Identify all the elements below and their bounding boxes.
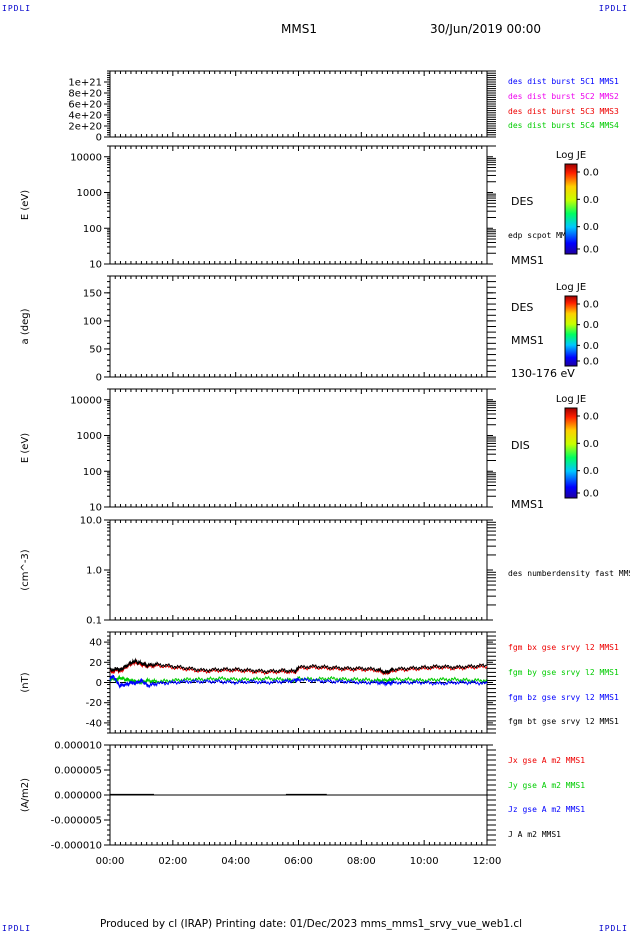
y-tick-label-p7: -0.000005 <box>51 816 102 827</box>
y-tick-label-p6: 20 <box>89 658 102 669</box>
corner-label-top-right: IPDLI <box>598 4 628 13</box>
y-axis-title-p2: E (eV) <box>20 190 31 220</box>
colorbar-title-p4: Log JE <box>556 394 586 405</box>
right-label-p7: Jz gse A m2 MMS1 <box>508 805 585 814</box>
y-tick-label-p1: 8e+20 <box>68 89 102 100</box>
colorbar-p3 <box>564 295 578 367</box>
x-tick-label: 12:00 <box>473 856 502 867</box>
series-line-fgm-by-gse-srvy-l2-MMS1 <box>109 674 488 685</box>
colorbar-tick-label-p4: 0.0 <box>583 439 599 450</box>
panel-frame-p4 <box>109 388 488 508</box>
colorbar-tick-label-p3: 0.0 <box>583 300 599 311</box>
colorbar-title-p3: Log JE <box>556 282 586 293</box>
x-tick-label: 02:00 <box>158 856 187 867</box>
right-label-p2: MMS1 <box>511 254 544 267</box>
colorbar-tick-label-p3: 0.0 <box>583 357 599 368</box>
series-line-fgm-bt-gse-srvy-l2-MMS1 <box>109 657 488 675</box>
y-tick-label-p1: 1e+21 <box>68 78 102 89</box>
y-tick-label-p2: 10 <box>89 260 102 271</box>
y-tick-label-p2: 100 <box>83 224 102 235</box>
corner-label-bottom-left: IPDLI <box>2 924 32 933</box>
y-tick-label-p1: 6e+20 <box>68 100 102 111</box>
x-tick-label: 06:00 <box>284 856 313 867</box>
right-label-p1: des dist burst 5C4 MMS4 <box>508 121 619 130</box>
colorbar-tick-label-p2: 0.0 <box>583 195 599 206</box>
colorbar-tick-label-p4: 0.0 <box>583 489 599 500</box>
y-axis-title-p7: (A/m2) <box>20 778 31 812</box>
y-tick-label-p6: -20 <box>86 698 102 709</box>
y-tick-label-p4: 1000 <box>77 431 102 442</box>
y-tick-label-p1: 4e+20 <box>68 111 102 122</box>
right-label-p6: fgm by gse srvy l2 MMS1 <box>508 668 619 677</box>
y-tick-label-p6: 0 <box>96 678 102 689</box>
panel-frame-p2 <box>109 145 488 265</box>
right-label-p2: edp scpot MMS1 <box>508 231 576 240</box>
colorbar-tick-label-p2: 0.0 <box>583 222 599 233</box>
y-tick-label-p5: 0.1 <box>86 616 102 627</box>
y-tick-label-p6: -40 <box>86 718 102 729</box>
y-axis-title-p4: E (eV) <box>20 433 31 463</box>
right-label-p7: J A m2 MMS1 <box>508 830 561 839</box>
y-tick-label-p6: 40 <box>89 638 102 649</box>
right-label-p1: des dist burst 5C1 MMS1 <box>508 77 619 86</box>
spacecraft-title: MMS1 <box>281 22 317 36</box>
y-tick-label-p2: 10000 <box>70 152 102 163</box>
x-tick-label: 00:00 <box>96 856 125 867</box>
y-tick-label-p1: 2e+20 <box>68 122 102 133</box>
right-label-p4: DIS <box>511 439 530 452</box>
right-label-p6: fgm bz gse srvy l2 MMS1 <box>508 693 619 702</box>
footer-credit: Produced by cl (IRAP) Printing date: 01/… <box>100 918 523 930</box>
x-tick-label: 10:00 <box>410 856 439 867</box>
y-tick-label-p4: 10 <box>89 503 102 514</box>
right-label-p7: Jx gse A m2 MMS1 <box>508 756 585 765</box>
datetime-title: 30/Jun/2019 00:00 <box>430 22 542 36</box>
y-tick-label-p5: 1.0 <box>86 566 102 577</box>
series-line-fgm-bz-gse-srvy-l2-MMS1 <box>109 674 488 689</box>
right-label-p3: DES <box>511 301 533 314</box>
colorbar-tick-label-p2: 0.0 <box>583 168 599 179</box>
y-tick-label-p4: 100 <box>83 467 102 478</box>
colorbar-tick-label-p4: 0.0 <box>583 412 599 423</box>
corner-label-top-left: IPDLI <box>2 4 32 13</box>
right-label-p4: MMS1 <box>511 498 544 511</box>
y-tick-label-p3: 0 <box>96 373 102 384</box>
x-tick-label: 04:00 <box>221 856 250 867</box>
right-label-p5: des numberdensity fast MMS1 <box>508 569 630 578</box>
y-tick-label-p7: 0.000010 <box>54 741 102 752</box>
right-label-p1: des dist burst 5C3 MMS3 <box>508 107 619 116</box>
right-label-p3: MMS1 <box>511 334 544 347</box>
y-axis-title-p6: (nT) <box>20 672 31 692</box>
panel-frame-p5 <box>109 519 488 621</box>
y-tick-label-p3: 50 <box>89 344 102 355</box>
colorbar-tick-label-p4: 0.0 <box>583 466 599 477</box>
colorbar-tick-label-p3: 0.0 <box>583 320 599 331</box>
colorbar-title-p2: Log JE <box>556 150 586 161</box>
colorbar-tick-label-p3: 0.0 <box>583 341 599 352</box>
y-tick-label-p7: -0.000010 <box>51 841 102 852</box>
y-tick-label-p7: 0.000000 <box>54 791 102 802</box>
y-tick-label-p2: 1000 <box>77 188 102 199</box>
right-label-p6: fgm bx gse srvy l2 MMS1 <box>508 643 619 652</box>
y-axis-title-p5: (cm^-3) <box>20 549 31 590</box>
y-tick-label-p4: 10000 <box>70 395 102 406</box>
y-tick-label-p3: 150 <box>83 288 102 299</box>
right-label-p2: DES <box>511 195 533 208</box>
y-tick-label-p5: 10.0 <box>80 516 102 527</box>
y-axis-title-p3: a (deg) <box>20 308 31 344</box>
y-tick-label-p1: 0 <box>96 133 102 144</box>
y-tick-label-p7: 0.000005 <box>54 766 102 777</box>
y-tick-label-p3: 100 <box>83 316 102 327</box>
right-label-p6: fgm bt gse srvy l2 MMS1 <box>508 717 619 726</box>
right-label-p1: des dist burst 5C2 MMS2 <box>508 92 619 101</box>
panel-frame-p3 <box>109 275 488 378</box>
x-tick-label: 08:00 <box>347 856 376 867</box>
panel-frame-p1 <box>109 70 488 138</box>
right-label-p3: 130-176 eV <box>511 367 575 380</box>
corner-label-bottom-right: IPDLI <box>598 924 628 933</box>
right-label-p7: Jy gse A m2 MMS1 <box>508 781 585 790</box>
colorbar-tick-label-p2: 0.0 <box>583 245 599 256</box>
colorbar-p4 <box>564 407 578 499</box>
colorbar-p2 <box>564 163 578 255</box>
